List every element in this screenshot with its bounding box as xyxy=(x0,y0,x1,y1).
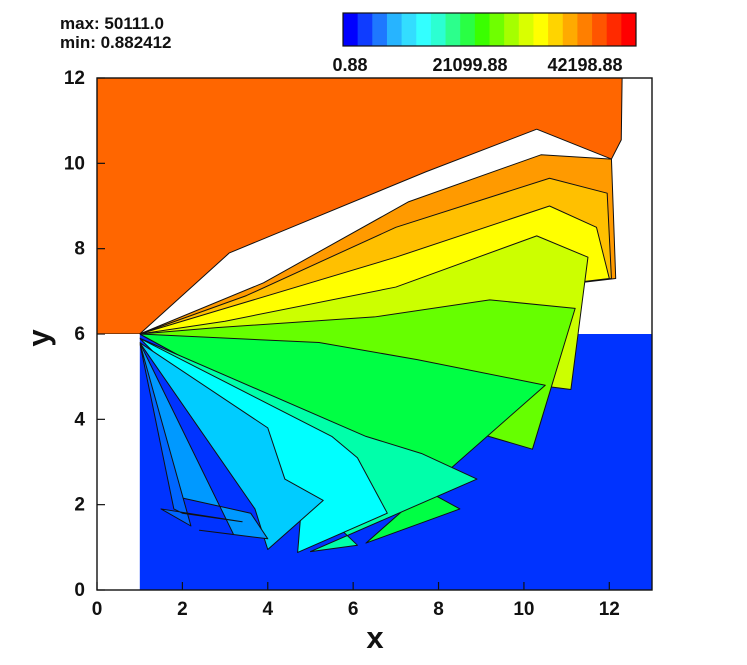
colorbar-swatch xyxy=(372,13,388,46)
y-tick: 4 xyxy=(74,409,105,430)
colorbar-swatch xyxy=(533,13,549,46)
x-tick: 2 xyxy=(177,582,188,620)
y-tick: 0 xyxy=(74,580,105,601)
y-tick: 12 xyxy=(64,68,105,89)
x-tick-label: 6 xyxy=(348,599,359,620)
colorbar-frame xyxy=(342,12,637,47)
colorbar-swatch xyxy=(357,13,373,46)
y-tick-label: 10 xyxy=(64,153,85,174)
inflow-opening xyxy=(97,334,140,590)
colorbar-swatch xyxy=(548,13,564,46)
level-2-contour xyxy=(139,177,612,335)
y-tick: 6 xyxy=(74,324,105,345)
axes: 0 2 4 6 8 10 12 0 2 4 6 8 10 12 xyxy=(64,68,653,620)
contour-regions xyxy=(97,78,652,590)
x-tick-label: 8 xyxy=(433,599,444,620)
colorbar-swatch xyxy=(416,13,432,46)
y-tick-label: 2 xyxy=(74,495,85,516)
colorbar-swatch xyxy=(474,13,490,46)
x-tick: 0 xyxy=(92,582,103,620)
x-tick: 6 xyxy=(348,582,359,620)
colorbar-swatch xyxy=(445,13,461,46)
colorbar-label: 21099.88 xyxy=(432,55,507,75)
colorbar-swatch xyxy=(504,13,520,46)
colorbar-swatch xyxy=(606,13,622,46)
colorbar-swatch xyxy=(518,13,534,46)
colorbar-swatch xyxy=(430,13,446,46)
level-3-contour xyxy=(139,205,610,335)
x-tick-label: 2 xyxy=(177,599,188,620)
colorbar-swatch xyxy=(386,13,402,46)
y-tick: 10 xyxy=(64,153,105,174)
y-axis-title: y xyxy=(21,329,56,347)
x-tick-label: 12 xyxy=(599,599,620,620)
colorbar-legend: 0.88 21099.88 42198.88 xyxy=(332,12,637,75)
x-tick: 8 xyxy=(433,582,444,620)
colorbar-swatch xyxy=(460,13,476,46)
field-statistics: max: 50111.0 min: 0.882412 xyxy=(60,14,172,52)
y-tick-label: 12 xyxy=(64,68,85,89)
colorbar-label: 0.88 xyxy=(332,55,367,75)
colorbar-swatch xyxy=(343,13,359,46)
colorbar-swatch xyxy=(592,13,608,46)
y-tick-label: 4 xyxy=(74,409,85,430)
x-tick: 10 xyxy=(513,582,534,620)
x-tick-label: 0 xyxy=(92,599,103,620)
colorbar-swatch xyxy=(489,13,505,46)
freestream-contour xyxy=(97,78,623,335)
x-tick-label: 10 xyxy=(513,599,534,620)
colorbar-swatch xyxy=(577,13,593,46)
y-tick-label: 0 xyxy=(74,580,85,601)
x-tick: 4 xyxy=(262,582,273,620)
y-tick-label: 8 xyxy=(74,239,85,260)
colorbar-label: 42198.88 xyxy=(547,55,622,75)
max-label: max: 50111.0 xyxy=(60,14,164,33)
colorbar-swatch xyxy=(562,13,578,46)
y-tick: 2 xyxy=(74,495,105,516)
colorbar-swatch xyxy=(401,13,417,46)
x-tick: 12 xyxy=(599,582,620,620)
y-tick: 8 xyxy=(74,239,105,260)
x-axis-title: x xyxy=(366,620,384,655)
y-tick-label: 6 xyxy=(74,324,85,345)
min-label: min: 0.882412 xyxy=(60,33,172,52)
colorbar-swatch xyxy=(621,13,637,46)
x-tick-label: 4 xyxy=(262,599,273,620)
